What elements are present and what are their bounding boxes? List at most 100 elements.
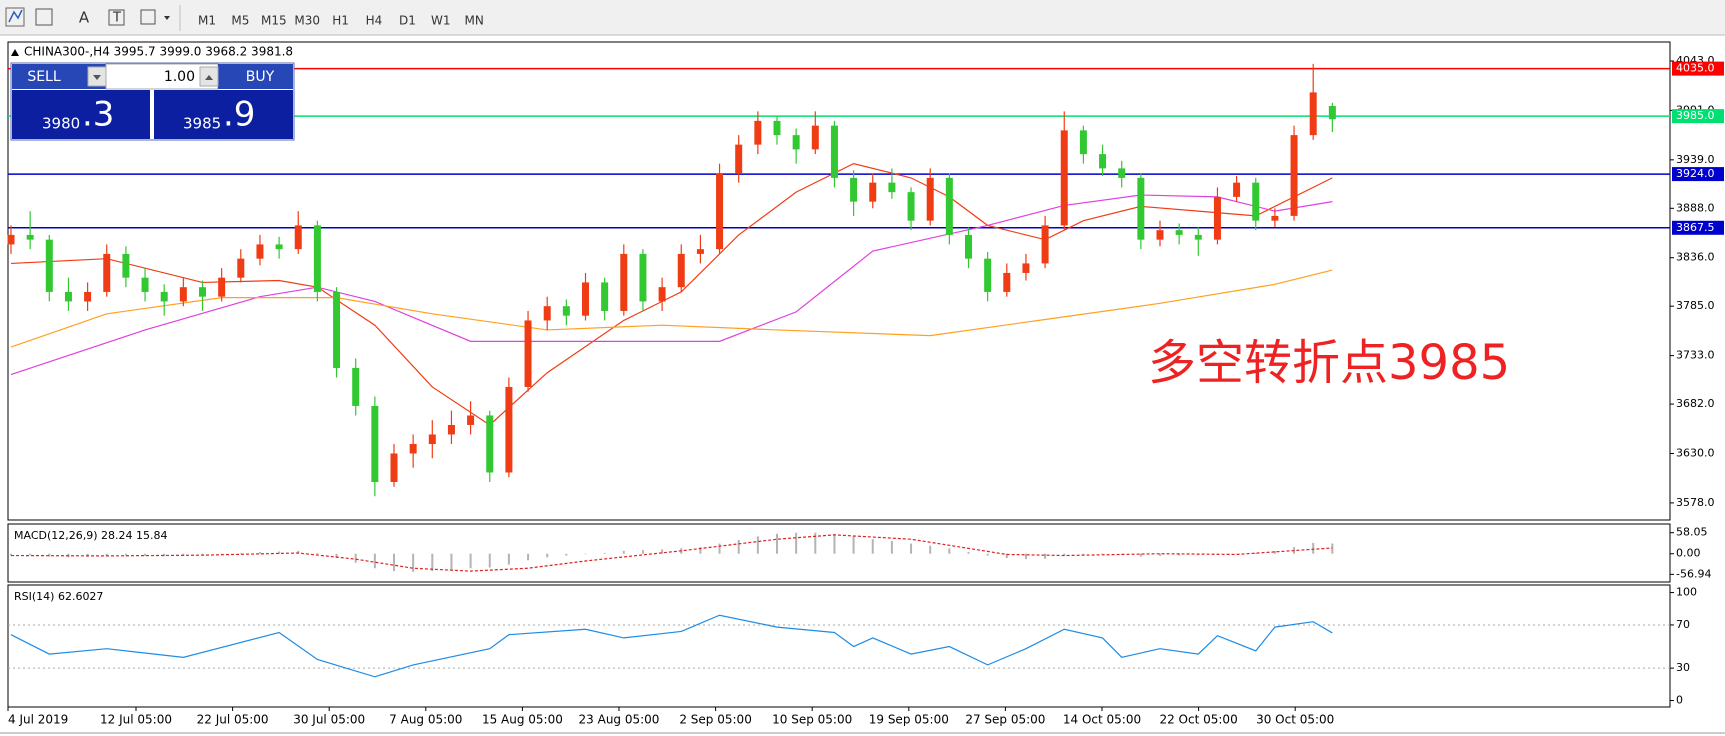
macd-bar xyxy=(776,533,778,554)
tool-box[interactable] xyxy=(108,9,125,26)
macd-bar xyxy=(144,553,147,556)
tool-text[interactable]: T xyxy=(112,11,121,26)
candle-body xyxy=(275,244,283,250)
candle-body xyxy=(447,424,455,435)
y-tick-label: 3939.0 xyxy=(1676,153,1715,166)
candle-body xyxy=(7,234,15,245)
candle-body xyxy=(620,253,628,311)
candle-body xyxy=(1271,215,1279,221)
candle-body xyxy=(1003,272,1011,292)
tool-text[interactable]: A xyxy=(79,9,90,27)
candle-body xyxy=(199,287,206,297)
macd-bar xyxy=(124,553,127,556)
candle-body xyxy=(333,291,341,368)
candle-body xyxy=(218,277,226,297)
candle-body xyxy=(428,434,436,444)
sell-button[interactable] xyxy=(12,90,150,139)
candle-body xyxy=(409,443,417,454)
buy-button[interactable] xyxy=(154,90,293,139)
x-tick-label: 23 Aug 05:00 xyxy=(579,713,660,727)
candle-body xyxy=(45,239,53,292)
price-level-tag xyxy=(1672,109,1724,124)
indicator-line xyxy=(10,163,1333,426)
timeframe-button[interactable]: H1 xyxy=(332,14,349,28)
candle-body xyxy=(639,253,647,302)
macd-bar xyxy=(1331,543,1334,554)
bid-small: 3980 xyxy=(42,115,80,133)
indicator-line xyxy=(10,614,1333,678)
candle-body xyxy=(1099,154,1107,169)
arrow-icon[interactable] xyxy=(140,9,156,25)
fibo-icon[interactable] xyxy=(35,8,53,26)
macd-bar xyxy=(10,553,12,556)
macd-bar xyxy=(1044,553,1047,559)
macd-bar xyxy=(871,539,874,554)
timeframe-button[interactable]: M30 xyxy=(294,14,320,28)
timeframe-button[interactable]: D1 xyxy=(399,14,416,28)
chart-icon[interactable] xyxy=(5,7,25,27)
candle-body xyxy=(64,291,72,302)
candle-body xyxy=(869,182,877,202)
main-panel xyxy=(7,41,1671,521)
y-tick-label: 58.05 xyxy=(1676,526,1708,539)
candle-body xyxy=(1156,230,1164,240)
x-tick-label: 4 Jul 2019 xyxy=(8,713,68,727)
macd-bar xyxy=(258,551,261,554)
toolbar-items: A T M1 M5 M15 M30 H1 H4 D1 W1 MN xyxy=(5,5,484,31)
candle-body xyxy=(562,306,570,316)
y-tick-label: 3733.0 xyxy=(1676,349,1715,362)
macd-bar xyxy=(1312,542,1315,554)
timeframe-button[interactable]: H4 xyxy=(366,14,383,28)
y-tick-label: 70 xyxy=(1676,618,1690,631)
macd-bar xyxy=(163,553,166,557)
x-tick-label: 2 Sep 05:00 xyxy=(679,713,751,727)
ask-small: 3985 xyxy=(183,115,221,133)
macd-bar xyxy=(795,532,798,554)
timeframe-button[interactable]: M15 xyxy=(261,14,287,28)
candle-body xyxy=(486,415,494,473)
macd-bar xyxy=(393,553,395,572)
macd-bar xyxy=(354,553,357,563)
candle-body xyxy=(390,453,398,482)
y-tick-label: 3836.0 xyxy=(1676,251,1715,264)
candle-body xyxy=(926,177,934,221)
timeframe-button[interactable]: W1 xyxy=(431,14,451,28)
candle-body xyxy=(160,291,168,302)
ask-big: .9 xyxy=(223,95,255,135)
timeframe-button[interactable]: M1 xyxy=(198,14,216,28)
chart-icon-line xyxy=(8,9,23,23)
timeframe-button[interactable]: M5 xyxy=(231,14,249,28)
macd-bar xyxy=(852,536,855,554)
macd-bar xyxy=(469,553,472,569)
buy-header[interactable] xyxy=(218,64,293,89)
x-tick-label: 19 Sep 05:00 xyxy=(869,713,949,727)
header-triangle xyxy=(11,49,19,56)
price-level-label: 3867.5 xyxy=(1676,221,1715,234)
candle-body xyxy=(256,244,264,259)
candle-body xyxy=(945,177,953,235)
price-level-label: 3985.0 xyxy=(1676,109,1715,122)
candle-body xyxy=(84,291,92,302)
macd-bar xyxy=(1101,553,1104,555)
candle-body xyxy=(543,306,551,321)
macd-bar xyxy=(412,553,415,572)
candle-body xyxy=(830,125,838,178)
macd-bar xyxy=(507,553,510,565)
macd-bar xyxy=(603,553,606,554)
candle-body xyxy=(122,253,130,278)
timeframe-button[interactable]: MN xyxy=(465,14,484,28)
lot-value: 1.00 xyxy=(164,69,195,85)
candle-body xyxy=(1175,230,1183,235)
macd-bar xyxy=(48,553,51,557)
x-tick-label: 7 Aug 05:00 xyxy=(389,713,462,727)
macd-bar xyxy=(986,553,989,556)
bid-big: .3 xyxy=(82,95,114,135)
candle-body xyxy=(850,177,858,202)
macd-bar xyxy=(546,553,549,558)
candle-body xyxy=(505,386,513,473)
candle-body xyxy=(1290,135,1298,216)
macd-bar xyxy=(948,548,951,554)
macd-bar xyxy=(737,539,740,554)
macd-bar xyxy=(718,543,721,554)
